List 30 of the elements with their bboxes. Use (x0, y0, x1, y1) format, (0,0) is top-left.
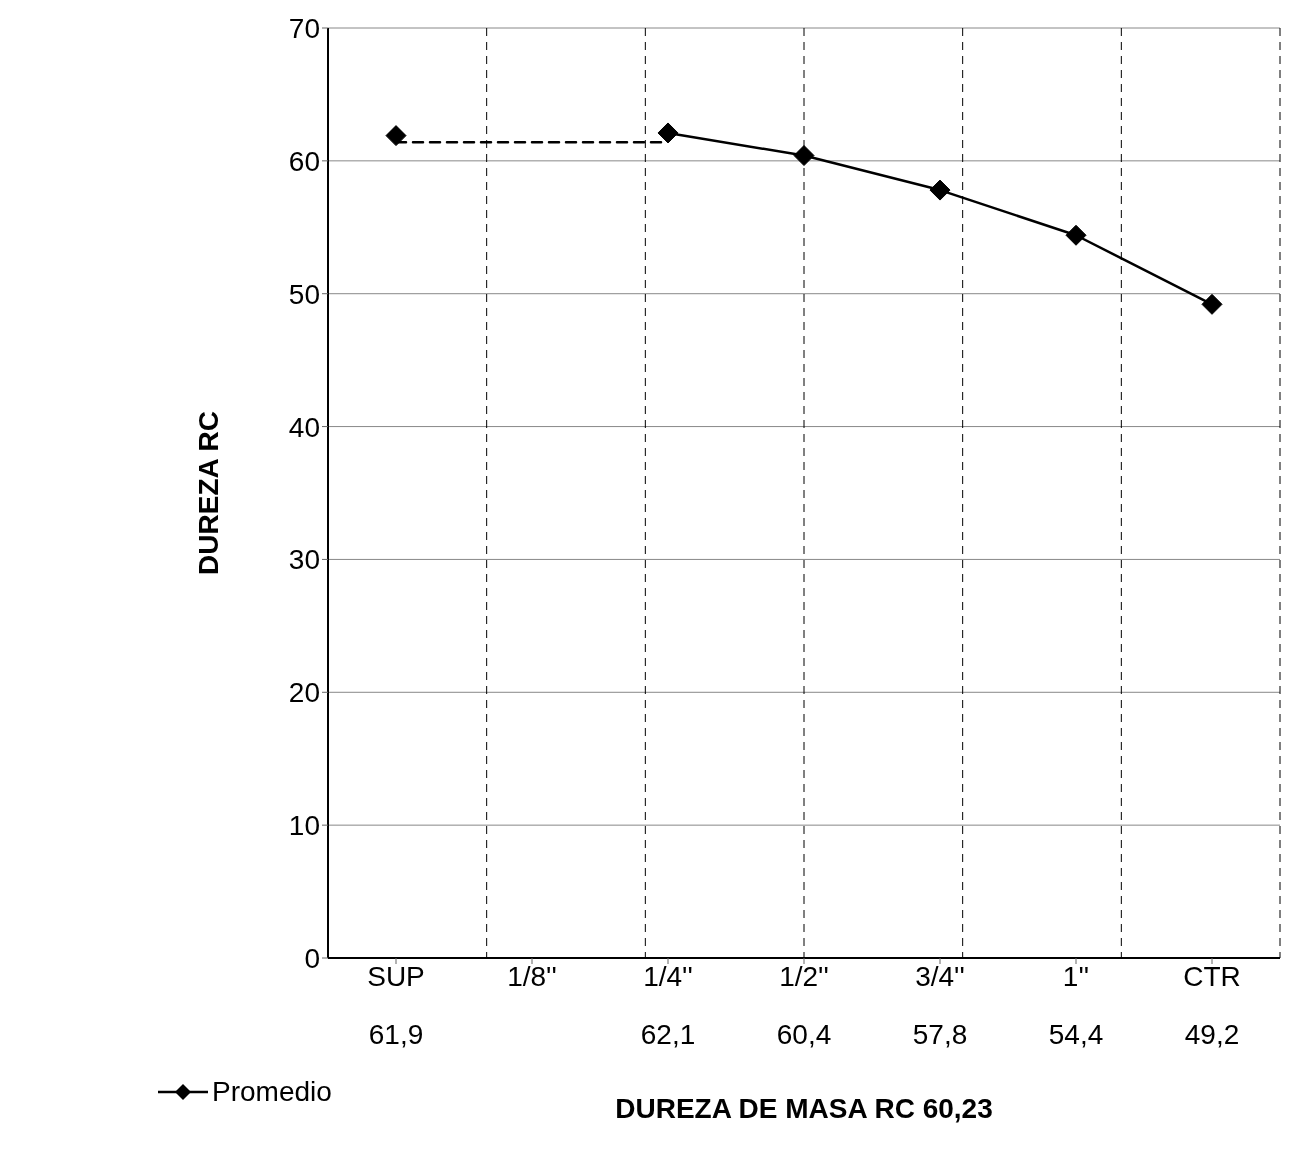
x-axis-title: DUREZA DE MASA RC 60,23 (615, 1093, 993, 1124)
y-axis-title: DUREZA RC (192, 411, 224, 575)
x-tick-label: 1/4'' (643, 960, 693, 992)
y-tick-label: 40 (288, 411, 320, 443)
point (385, 125, 407, 147)
y-tick-label: 60 (288, 145, 320, 177)
y-tick-label: 20 (288, 677, 320, 709)
y-tick-label: 30 (288, 544, 320, 576)
data-label: 60,4 (776, 1018, 832, 1050)
y-tick-label: 0 (304, 942, 320, 974)
y-tick-label: 50 (288, 278, 320, 310)
x-tick-label: 1/8'' (507, 960, 557, 992)
data-label: 54,4 (1048, 1018, 1104, 1050)
x-tick-label: 1'' (1062, 960, 1090, 992)
data-label: 57,8 (912, 1018, 968, 1050)
point (657, 122, 679, 144)
data-label: 49,2 (1184, 1018, 1240, 1050)
x-tick-label: 1/2'' (779, 960, 829, 992)
data-label: 62,1 (640, 1018, 696, 1050)
y-tick-label: 10 (288, 810, 320, 842)
point (1065, 224, 1087, 246)
x-tick-label: 3/4'' (915, 960, 965, 992)
data-label: 61,9 (368, 1018, 424, 1050)
point (1201, 293, 1223, 315)
point (793, 145, 815, 167)
legend-label: Promedio (212, 1076, 332, 1108)
y-tick-label: 70 (288, 12, 320, 44)
x-tick-label: CTR (1183, 960, 1241, 992)
x-tick-label: SUP (367, 960, 425, 992)
point (929, 179, 951, 201)
